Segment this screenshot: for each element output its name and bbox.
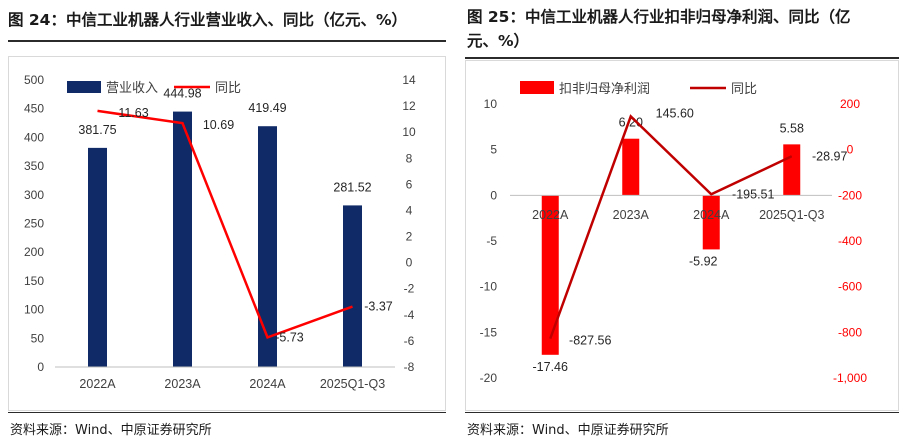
yoy-point-label: 11.63 xyxy=(118,106,148,120)
left-y-tick-label: 250 xyxy=(24,217,44,231)
left-y-tick-label: 50 xyxy=(31,331,45,345)
right-chart-title-line1: 图 25：中信工业机器人行业扣非归母净利润、同比（亿 xyxy=(467,8,851,26)
profit-right-y-tick-label: -600 xyxy=(838,280,862,294)
profit-left-y-tick-label: -10 xyxy=(480,280,498,294)
left-y-tick-label: 500 xyxy=(24,73,44,87)
profit-right-y-tick-label: 0 xyxy=(847,143,854,157)
left-source-note: 资料来源：Wind、中原证券研究所 xyxy=(10,423,212,438)
right-category-label: 2024A xyxy=(693,208,730,222)
right-y-tick-label: -2 xyxy=(404,282,415,296)
profit-bar-label: 5.58 xyxy=(780,121,804,135)
right-y-tick-label: 12 xyxy=(402,99,416,113)
left-source-rule xyxy=(8,412,446,413)
right-y-tick-label: 0 xyxy=(406,256,413,270)
profit-bar-label: 6.20 xyxy=(619,116,643,130)
left-y-tick-label: 0 xyxy=(37,360,44,374)
yoy-growth-line xyxy=(97,109,353,339)
legend-revenue-label: 营业收入 xyxy=(106,80,158,95)
profit-yoy-point-label: -827.56 xyxy=(569,334,611,348)
left-y-tick-label: 200 xyxy=(24,245,44,259)
right-y-tick-label: 4 xyxy=(406,203,413,217)
right-category-label: 2023A xyxy=(613,208,650,222)
left-y-tick-label: 100 xyxy=(24,303,44,317)
right-y-tick-label: 2 xyxy=(406,230,413,244)
right-chart-frame xyxy=(465,60,899,411)
right-source-note: 资料来源：Wind、中原证券研究所 xyxy=(467,423,669,438)
profit-yoy-point-label: 145.60 xyxy=(656,106,694,120)
profit-bar-label: -5.92 xyxy=(689,254,718,268)
left-y-tick-label: 350 xyxy=(24,159,44,173)
left-chart-frame xyxy=(8,56,446,411)
profit-right-y-tick-label: -800 xyxy=(838,325,862,339)
profit-yoy-line xyxy=(549,114,793,340)
legend-yoy-label: 同比 xyxy=(215,80,241,95)
profit-left-y-tick-label: 0 xyxy=(490,188,497,202)
profit-bar xyxy=(541,195,559,355)
revenue-bar-label: 281.52 xyxy=(333,180,371,194)
left-category-label: 2025Q1-Q3 xyxy=(320,377,385,391)
revenue-bar xyxy=(173,111,192,367)
right-chart-title-line2: 元、%） xyxy=(467,32,530,50)
left-y-tick-label: 300 xyxy=(24,188,44,202)
revenue-bar-label: 444.98 xyxy=(163,87,201,101)
revenue-bar xyxy=(343,205,362,367)
left-category-label: 2022A xyxy=(79,377,116,391)
profit-left-y-tick-label: 5 xyxy=(490,143,497,157)
legend-profit-swatch xyxy=(520,81,554,94)
right-source-rule xyxy=(465,412,899,413)
profit-right-y-tick-label: 200 xyxy=(840,97,860,111)
left-y-tick-label: 150 xyxy=(24,274,44,288)
yoy-point-label: -5.73 xyxy=(275,330,304,344)
right-title-rule xyxy=(465,57,899,59)
profit-bar xyxy=(622,138,640,196)
left-category-label: 2023A xyxy=(164,377,201,391)
left-chart-title: 图 24：中信工业机器人行业营业收入、同比（亿元、%） xyxy=(8,11,407,29)
left-category-label: 2024A xyxy=(249,377,286,391)
right-y-tick-label: 6 xyxy=(406,177,413,191)
right-y-tick-label: 14 xyxy=(402,73,416,87)
legend-profit-yoy-label: 同比 xyxy=(731,81,757,96)
legend-revenue-swatch xyxy=(67,81,101,93)
profit-bar-label: -17.46 xyxy=(533,360,568,374)
profit-yoy-point-label: -195.51 xyxy=(732,187,774,201)
revenue-bar xyxy=(88,147,107,367)
profit-right-y-tick-label: -1,000 xyxy=(833,371,867,385)
profit-right-y-tick-label: -200 xyxy=(838,188,862,202)
left-title-rule xyxy=(8,40,446,42)
right-y-tick-label: -4 xyxy=(404,308,415,322)
profit-bar xyxy=(702,195,720,250)
profit-left-y-tick-label: -15 xyxy=(480,325,498,339)
profit-right-y-tick-label: -400 xyxy=(838,234,862,248)
yoy-point-label: -3.37 xyxy=(364,300,393,314)
profit-left-y-tick-label: -20 xyxy=(480,371,498,385)
right-y-tick-label: -6 xyxy=(404,334,415,348)
right-y-tick-label: 10 xyxy=(402,125,416,139)
right-y-tick-label: 8 xyxy=(406,151,413,165)
yoy-point-label: 10.69 xyxy=(203,118,234,132)
revenue-bar xyxy=(258,126,277,367)
right-y-tick-label: -8 xyxy=(404,360,415,374)
revenue-bar-label: 419.49 xyxy=(248,101,286,115)
profit-bar xyxy=(783,144,801,196)
revenue-bar-label: 381.75 xyxy=(78,123,116,137)
profit-left-y-tick-label: 10 xyxy=(484,97,498,111)
left-y-tick-label: 400 xyxy=(24,130,44,144)
right-category-label: 2025Q1-Q3 xyxy=(759,208,824,222)
right-category-label: 2022A xyxy=(532,208,569,222)
profit-left-y-tick-label: -5 xyxy=(486,234,497,248)
profit-yoy-point-label: -28.97 xyxy=(812,149,847,163)
left-y-tick-label: 450 xyxy=(24,102,44,116)
legend-profit-label: 扣非归母净利润 xyxy=(559,81,650,96)
